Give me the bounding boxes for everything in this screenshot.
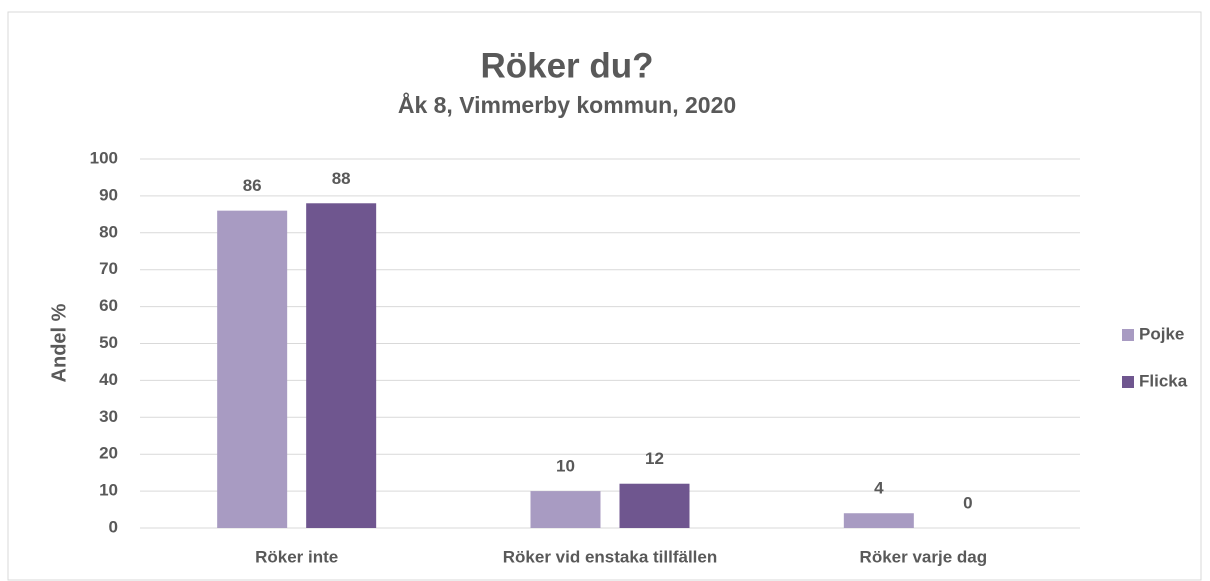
y-tick-label: 90	[99, 185, 118, 204]
y-tick-label: 80	[99, 222, 118, 241]
data-label: 88	[332, 169, 351, 188]
bar	[217, 210, 288, 528]
y-tick-label: 40	[99, 370, 118, 389]
bar	[843, 513, 914, 528]
y-tick-label: 10	[99, 481, 118, 500]
legend-label: Pojke	[1139, 324, 1184, 343]
chart-subtitle: Åk 8, Vimmerby kommun, 2020	[398, 91, 736, 118]
y-tick-label: 60	[99, 296, 118, 315]
data-label: 4	[874, 479, 884, 498]
chart-title: Röker du?	[480, 46, 653, 85]
data-label: 12	[645, 449, 664, 468]
y-tick-label: 100	[90, 148, 118, 167]
legend-swatch	[1122, 329, 1134, 341]
legend-label: Flicka	[1139, 371, 1188, 390]
y-axis-label: Andel %	[48, 303, 70, 382]
bar	[530, 491, 601, 528]
data-label: 86	[243, 176, 262, 195]
y-tick-label: 30	[99, 407, 118, 426]
legend-swatch	[1122, 376, 1134, 388]
data-label: 10	[556, 457, 575, 476]
y-tick-label: 0	[109, 517, 118, 536]
x-tick-label: Röker vid enstaka tillfällen	[503, 547, 717, 566]
chart-frame	[7, 11, 1202, 581]
bar	[306, 203, 377, 528]
y-tick-label: 20	[99, 444, 118, 463]
x-tick-label: Röker inte	[255, 547, 338, 566]
y-tick-label: 70	[99, 259, 118, 278]
x-tick-label: Röker varje dag	[860, 547, 988, 566]
bar	[619, 483, 690, 528]
data-label: 0	[963, 493, 972, 512]
y-tick-label: 50	[99, 333, 118, 352]
